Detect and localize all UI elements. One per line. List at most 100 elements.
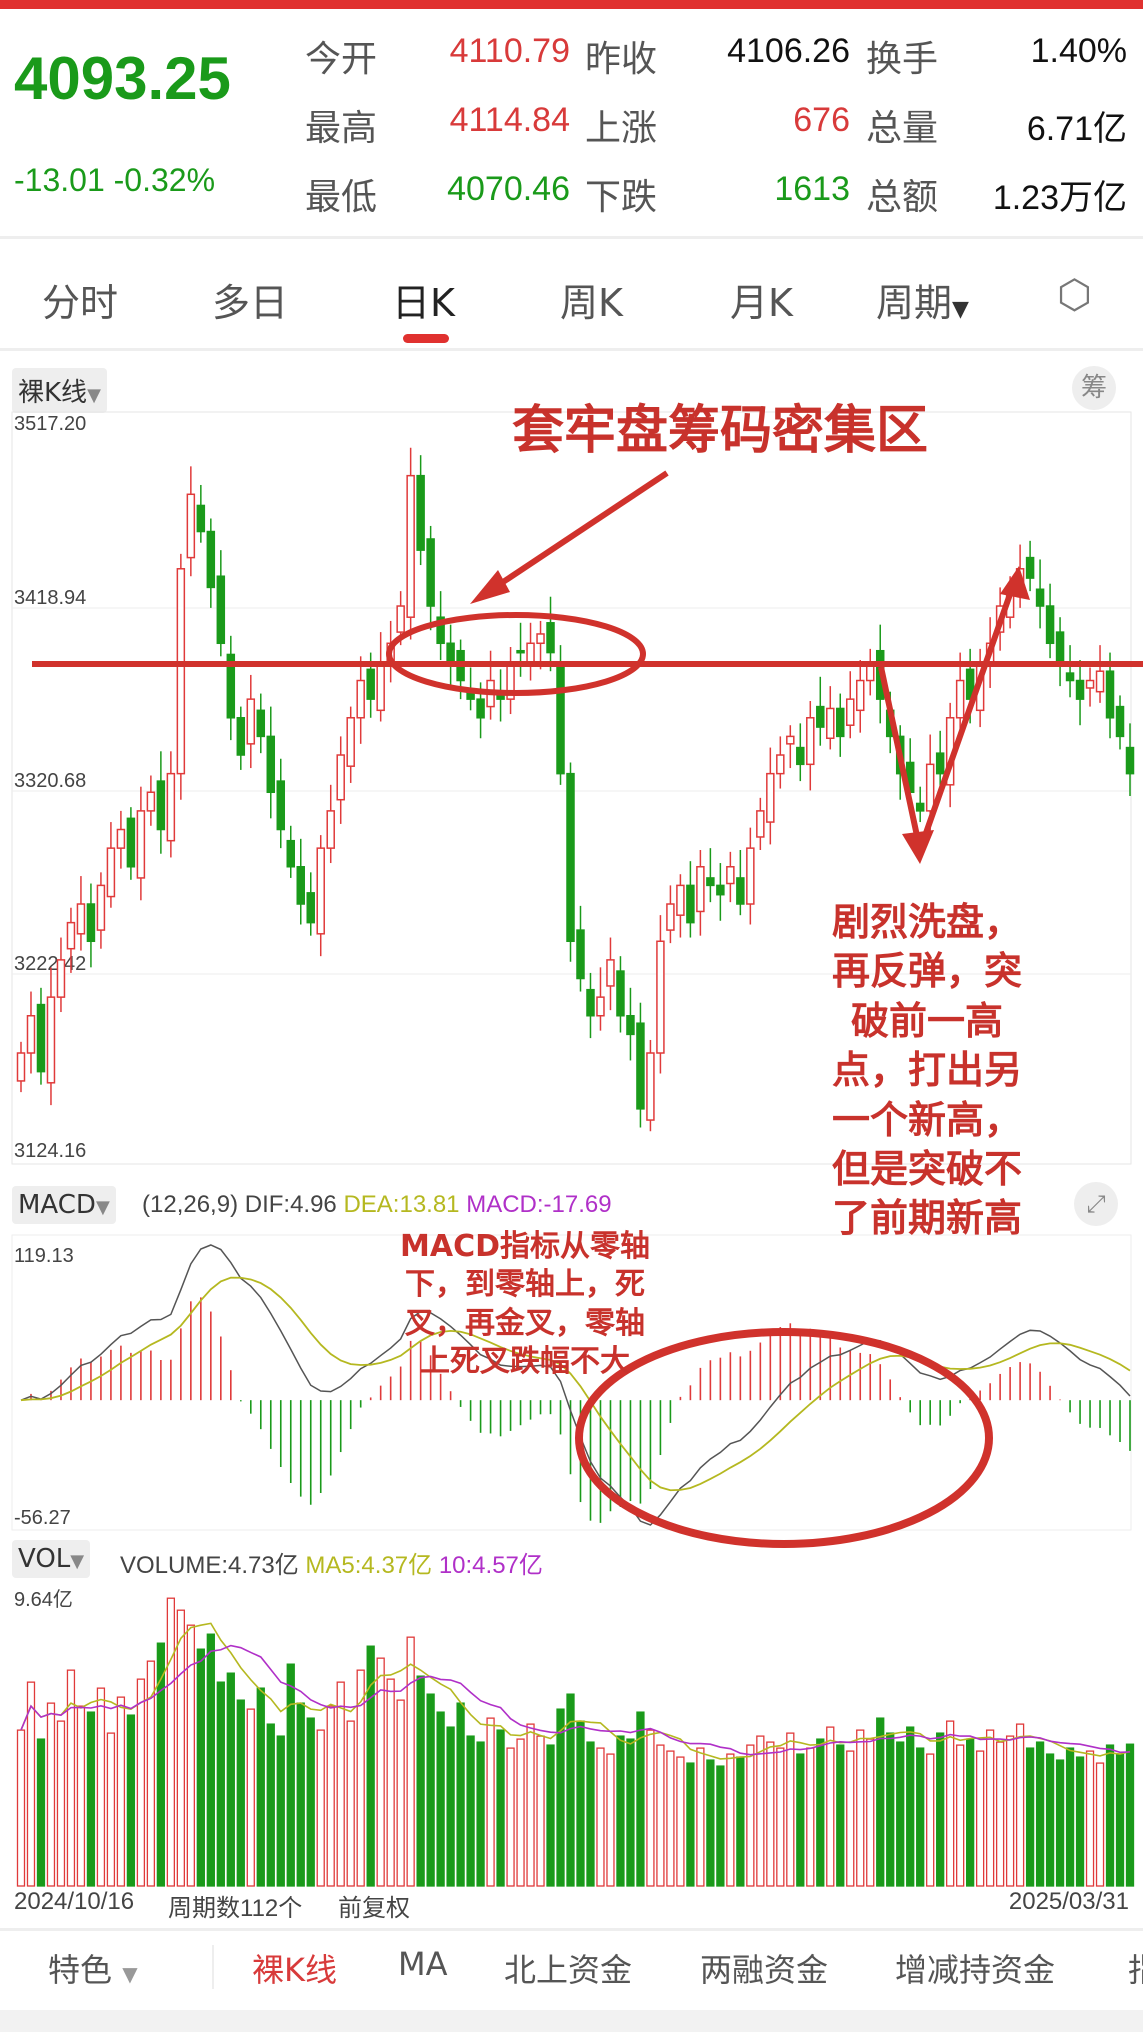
volume-bar-up: [646, 1729, 655, 1887]
nav-item-3[interactable]: 北上资金: [504, 1945, 632, 1991]
quote-label: 换手: [866, 39, 939, 80]
volume-bar-down: [966, 1738, 975, 1887]
volume-bar-down: [36, 1738, 46, 1887]
candle-up: [955, 679, 965, 719]
volume-bar-up: [696, 1747, 705, 1887]
quote-value: 4114.84: [449, 101, 570, 139]
nav-label: 裸K线: [252, 1951, 337, 1989]
period-count: 周期数112个: [168, 1895, 303, 1922]
volume-bar-up: [995, 1741, 1005, 1887]
nav-item-5[interactable]: 增减持资金: [895, 1945, 1055, 1991]
volume-bar-down: [366, 1645, 375, 1887]
candle-down: [436, 616, 445, 645]
nav-item-1[interactable]: 裸K线: [252, 1945, 337, 1991]
chip-distribution-button[interactable]: 筹: [1072, 366, 1116, 410]
note-line: 上死叉跌幅不大: [420, 1344, 630, 1380]
quote-value: 4070.46: [447, 170, 570, 208]
volume-bar-up: [1015, 1723, 1025, 1887]
nav-item-2[interactable]: MA: [398, 1945, 448, 1983]
dropdown-arrow-icon: ▼: [952, 297, 969, 322]
volume-bar-down: [476, 1741, 485, 1887]
tab-3[interactable]: 周K: [560, 272, 623, 327]
tab-5[interactable]: 周期▼: [876, 272, 969, 327]
volume-bar-down: [426, 1693, 435, 1887]
note-line: MACD指标从零轴: [400, 1229, 650, 1264]
volume-bar-down: [416, 1675, 425, 1887]
volume-bar-down: [736, 1756, 745, 1887]
volume-bar-down: [686, 1762, 695, 1887]
note-line: 下，到零轴上，死: [405, 1267, 645, 1303]
volume-bar-up: [766, 1741, 775, 1887]
volume-bar-down: [126, 1714, 136, 1887]
vol-volume: VOLUME:4.73亿: [120, 1552, 299, 1579]
volume-bar-up: [856, 1729, 865, 1887]
volume-bar-down: [716, 1765, 725, 1887]
volume-bar-down: [816, 1738, 825, 1887]
active-tab-indicator: [403, 334, 449, 343]
volume-bar-down: [896, 1741, 905, 1887]
candle-down: [1075, 679, 1085, 700]
tab-label: 月K: [730, 281, 793, 325]
volume-bar-down: [306, 1717, 315, 1887]
candle-down: [416, 474, 425, 551]
candle-up: [596, 996, 605, 1017]
candle-up: [326, 810, 335, 849]
kline-type-dropdown[interactable]: 裸K线▼: [12, 368, 107, 413]
candle-down: [306, 892, 315, 924]
volume-bar-down: [86, 1711, 96, 1887]
dif-line: [20, 1244, 1131, 1526]
candle-up: [356, 679, 365, 719]
candle-up: [656, 940, 665, 1054]
settings-hexagon-icon[interactable]: ⬡: [1057, 272, 1092, 318]
annotation-title: 套牢盘筹码密集区: [512, 401, 929, 461]
volume-bar-down: [936, 1732, 945, 1887]
tab-1[interactable]: 多日: [212, 272, 288, 327]
nav-item-6[interactable]: 指: [1128, 1945, 1143, 1991]
quote-label: 总量: [866, 108, 939, 149]
tab-2[interactable]: 日K: [392, 272, 455, 327]
vol-label: VOL: [18, 1544, 71, 1574]
note-line: 了前期新高: [831, 1196, 1022, 1241]
tab-4[interactable]: 月K: [730, 272, 793, 327]
macd-values: (12,26,9) DIF:4.96 DEA:13.81 MACD:-17.69: [142, 1191, 612, 1219]
nav-item-0[interactable]: 特色 ▼: [48, 1945, 138, 1991]
macd-dropdown[interactable]: MACD▼: [12, 1186, 116, 1224]
tab-0[interactable]: 分时: [42, 272, 118, 327]
change-percent: -0.32%: [113, 162, 216, 198]
quote-label: 上涨: [585, 108, 658, 149]
note-line: 点，打出另: [831, 1048, 1022, 1093]
volume-bar-up: [956, 1744, 965, 1887]
volume-bar-up: [26, 1681, 36, 1887]
vol-top-label: 9.64亿: [14, 1588, 73, 1611]
volume-bar-up: [786, 1732, 795, 1887]
candle-down: [736, 877, 745, 905]
candle-up: [146, 791, 156, 812]
expand-icon[interactable]: ⤢: [1074, 1182, 1118, 1226]
macd-dif: DIF:4.96: [244, 1191, 337, 1218]
nav-item-4[interactable]: 两融资金: [700, 1945, 828, 1991]
nav-label: 北上资金: [504, 1951, 633, 1989]
nav-label: 增减持资金: [895, 1951, 1056, 1989]
volume-bar-up: [486, 1717, 495, 1887]
vol-dropdown[interactable]: VOL▼: [12, 1540, 91, 1578]
candle-down: [126, 817, 136, 868]
quote-label: 今开: [305, 39, 378, 80]
volume-bar-up: [376, 1657, 385, 1887]
volume-bar-down: [546, 1744, 555, 1887]
candle-down: [576, 929, 585, 980]
volume-bar-up: [66, 1669, 76, 1887]
macd-value: MACD:-17.69: [466, 1191, 612, 1218]
note-line: 但是突破不: [831, 1146, 1022, 1191]
volume-bar-up: [656, 1744, 665, 1887]
candle-down: [816, 705, 825, 728]
quote-value: 676: [793, 101, 850, 139]
volume-bar-up: [866, 1738, 875, 1887]
candle-down: [156, 780, 166, 831]
volume-bar-up: [606, 1753, 615, 1887]
volume-bar-down: [216, 1681, 225, 1887]
tab-label: 分时: [42, 281, 119, 325]
volume-bar-down: [256, 1687, 265, 1887]
volume-bar-up: [776, 1747, 785, 1887]
candle-up: [246, 698, 256, 745]
